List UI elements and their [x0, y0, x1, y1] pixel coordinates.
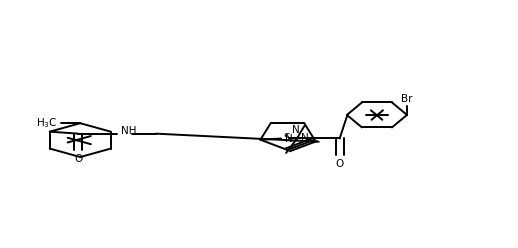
Text: H$_3$C: H$_3$C	[36, 116, 58, 130]
Text: S: S	[284, 133, 290, 144]
Text: N: N	[300, 133, 308, 144]
Text: Br: Br	[401, 93, 413, 103]
Text: NH: NH	[121, 126, 137, 136]
Text: O: O	[336, 159, 344, 169]
Text: N: N	[285, 134, 292, 144]
Text: O: O	[74, 154, 82, 164]
Text: N: N	[292, 125, 300, 135]
